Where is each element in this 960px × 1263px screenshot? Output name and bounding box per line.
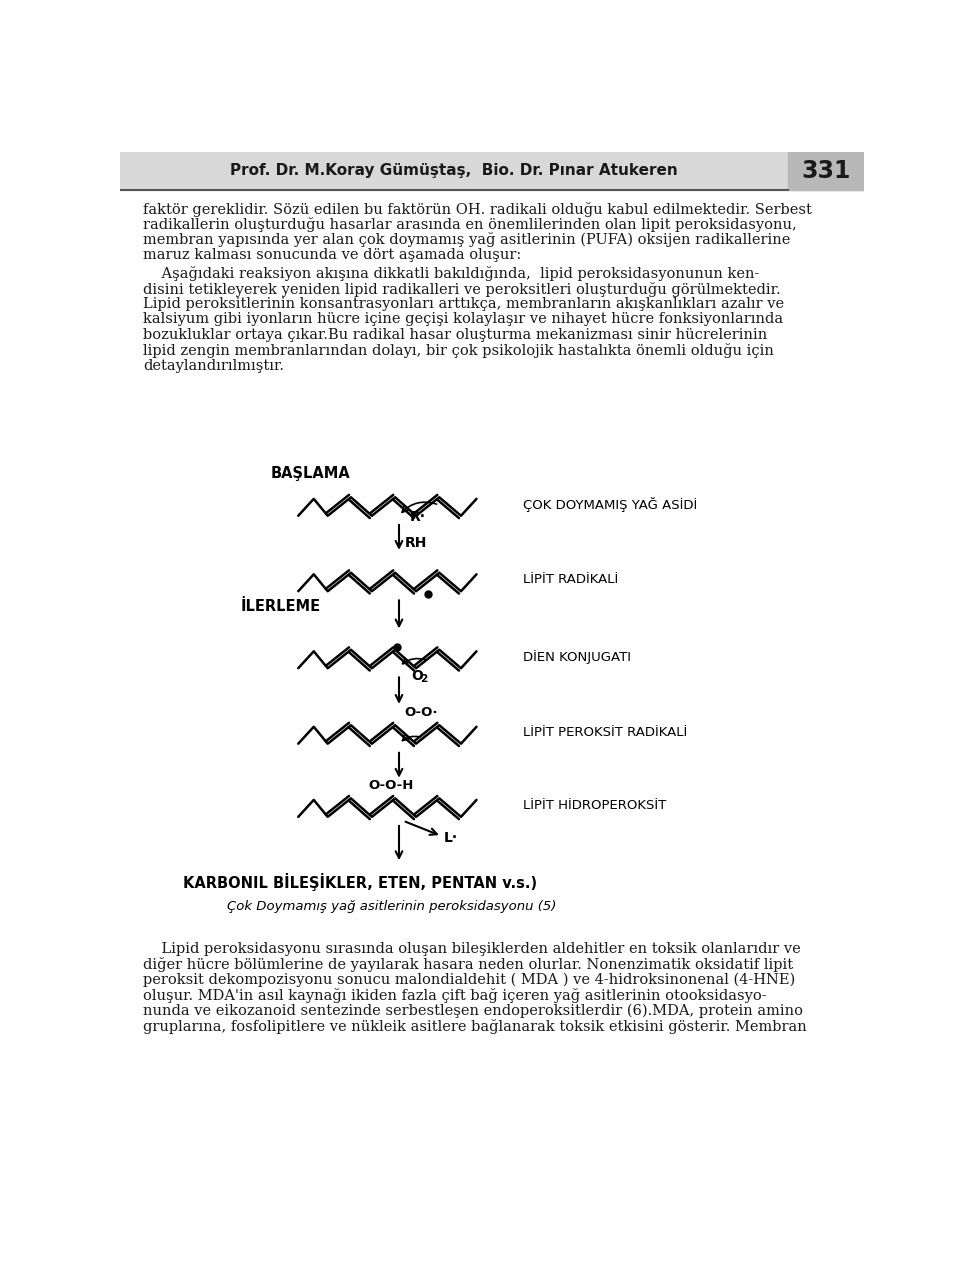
Bar [120,152,864,189]
Text: L·: L· [444,831,458,845]
Text: İLERLEME: İLERLEME [240,599,321,614]
Text: ÇOK DOYMAMIŞ YAĞ ASİDİ: ÇOK DOYMAMIŞ YAĞ ASİDİ [523,496,697,512]
Text: faktör gereklidir. Sözü edilen bu faktörün OH. radikali olduğu kabul edilmektedi: faktör gereklidir. Sözü edilen bu faktör… [143,202,812,217]
Text: lipid zengin membranlarından dolayı, bir çok psikolojik hastalıkta önemli olduğu: lipid zengin membranlarından dolayı, bir… [143,344,774,359]
Text: maruz kalması sonucunda ve dört aşamada oluşur:: maruz kalması sonucunda ve dört aşamada … [143,248,521,261]
Text: BAŞLAMA: BAŞLAMA [271,466,350,481]
Text: Prof. Dr. M.Koray Gümüştaş,  Bio. Dr. Pınar Atukeren: Prof. Dr. M.Koray Gümüştaş, Bio. Dr. Pın… [230,163,678,178]
Text: 2: 2 [420,674,427,685]
Text: membran yapısında yer alan çok doymamış yağ asitlerinin (PUFA) oksijen radikalle: membran yapısında yer alan çok doymamış … [143,232,791,248]
Text: bozukluklar ortaya çıkar.Bu radikal hasar oluşturma mekanizması sinir hücrelerin: bozukluklar ortaya çıkar.Bu radikal hasa… [143,328,767,342]
Text: R·: R· [410,510,426,524]
Text: LİPİT PEROKSİT RADİKALİ: LİPİT PEROKSİT RADİKALİ [523,726,687,739]
Text: diğer hücre bölümlerine de yayılarak hasara neden olurlar. Nonenzimatik oksidati: diğer hücre bölümlerine de yayılarak has… [143,957,793,973]
Text: oluşur. MDA'in asıl kaynağı ikiden fazla çift bağ içeren yağ asitlerinin otooksi: oluşur. MDA'in asıl kaynağı ikiden fazla… [143,988,767,1003]
Text: O: O [412,669,423,683]
Text: LİPİT HİDROPEROKSİT: LİPİT HİDROPEROKSİT [523,798,666,812]
Text: peroksit dekompozisyonu sonucu malondialdehit ( MDA ) ve 4-hidroksinonenal (4-HN: peroksit dekompozisyonu sonucu malondial… [143,973,796,986]
Text: Çok Doymamış yağ asitlerinin peroksidasyonu (5): Çok Doymamış yağ asitlerinin peroksidasy… [227,901,556,913]
Text: detaylandırılmıştır.: detaylandırılmıştır. [143,359,284,373]
Text: gruplarına, fosfolipitlere ve nükleik asitlere bağlanarak toksik etkisini göster: gruplarına, fosfolipitlere ve nükleik as… [143,1018,807,1033]
Text: DİEN KONJUGATI: DİEN KONJUGATI [523,649,631,663]
Text: RH: RH [405,537,427,551]
Text: Lipid peroksidasyonu sırasında oluşan bileşiklerden aldehitler en toksik olanlar: Lipid peroksidasyonu sırasında oluşan bi… [143,942,801,956]
Text: 331: 331 [802,159,851,183]
Text: nunda ve eikozanoid sentezinde serbestleşen endoperoksitlerdir (6).MDA, protein : nunda ve eikozanoid sentezinde serbestle… [143,1003,804,1018]
Text: Lipid peroksitlerinin konsantrasyonları arttıkça, membranların akışkanlıkları az: Lipid peroksitlerinin konsantrasyonları … [143,297,784,311]
Text: O-O·: O-O· [404,706,438,719]
Text: kalsiyum gibi iyonların hücre içine geçişi kolaylaşır ve nihayet hücre fonksiyon: kalsiyum gibi iyonların hücre içine geçi… [143,312,783,327]
Text: KARBONIL BİLEŞİKLER, ETEN, PENTAN v.s.): KARBONIL BİLEŞİKLER, ETEN, PENTAN v.s.) [183,873,538,892]
Text: O-O-H: O-O-H [369,779,414,792]
Text: radikallerin oluşturduğu hasarlar arasında en önemlilerinden olan lipit peroksid: radikallerin oluşturduğu hasarlar arasın… [143,217,797,232]
Bar [788,152,864,189]
Text: Aşağıdaki reaksiyon akışına dikkatli bakıldığında,  lipid peroksidasyonunun ken-: Aşağıdaki reaksiyon akışına dikkatli bak… [143,266,759,282]
Text: disini tetikleyerek yeniden lipid radikalleri ve peroksitleri oluşturduğu görülm: disini tetikleyerek yeniden lipid radika… [143,282,780,297]
Text: LİPİT RADİKALİ: LİPİT RADİKALİ [523,573,618,586]
